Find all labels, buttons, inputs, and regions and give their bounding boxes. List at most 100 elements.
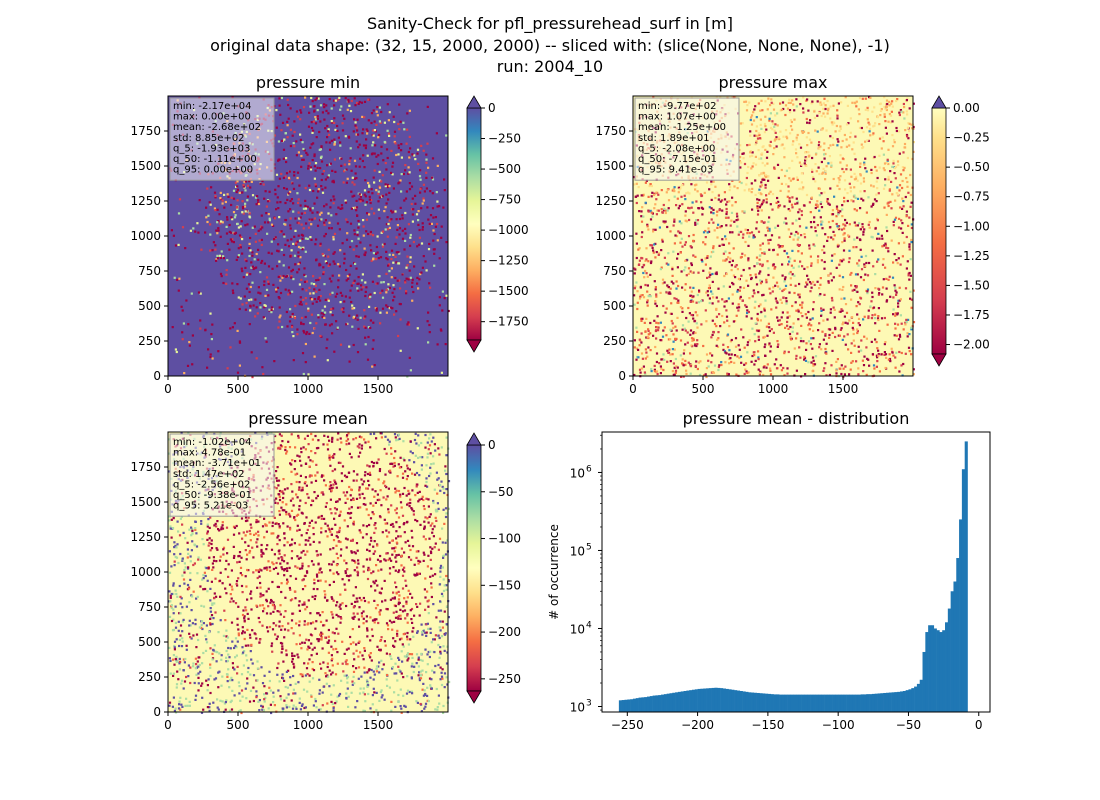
heatmap-cell — [680, 270, 683, 273]
heatmap-cell — [714, 196, 717, 200]
heatmap-cell — [654, 242, 657, 245]
heatmap-cell — [820, 307, 823, 310]
heatmap-cell — [731, 302, 734, 305]
heatmap-cell — [384, 644, 387, 647]
heatmap-cell — [753, 306, 756, 309]
heatmap-cell — [388, 111, 391, 114]
heatmap-cell — [908, 129, 911, 133]
heatmap-cell — [800, 252, 803, 255]
heatmap-cell — [304, 207, 308, 210]
heatmap-cell — [736, 306, 739, 309]
heatmap-cell — [349, 494, 352, 497]
heatmap-cell — [364, 147, 367, 150]
heatmap-cell — [418, 228, 421, 232]
heatmap-cell — [754, 179, 757, 182]
heatmap-cell — [757, 149, 760, 152]
heatmap-cell — [358, 443, 361, 446]
heatmap-cell — [210, 580, 213, 583]
heatmap-cell — [910, 306, 913, 309]
heatmap-cell — [799, 103, 802, 106]
heatmap-cell — [654, 302, 657, 305]
heatmap-cell — [899, 109, 902, 112]
heatmap-cell — [228, 248, 231, 251]
heatmap-cell — [311, 159, 314, 162]
heatmap-cell — [839, 259, 842, 262]
heatmap-cell — [266, 630, 270, 633]
heatmap-cell — [322, 493, 325, 496]
heatmap-cell — [212, 566, 215, 569]
heatmap-cell — [416, 327, 419, 330]
colorbar — [466, 107, 482, 341]
heatmap-cell — [438, 583, 441, 586]
heatmap-cell — [764, 299, 767, 302]
heatmap-cell — [414, 194, 417, 197]
heatmap-cell — [269, 689, 272, 692]
heatmap-cell — [289, 107, 292, 110]
heatmap-cell — [333, 104, 336, 107]
heatmap-cell — [337, 615, 340, 618]
heatmap-cell — [191, 527, 194, 531]
heatmap-cell — [332, 307, 335, 310]
heatmap-cell — [871, 249, 874, 252]
heatmap-cell — [684, 359, 687, 362]
heatmap-cell — [841, 167, 844, 171]
heatmap-cell — [889, 114, 893, 117]
y-tick-label: 1750 — [595, 124, 626, 138]
heatmap-cell — [664, 209, 667, 212]
heatmap-cell — [409, 369, 412, 372]
heatmap-cell — [310, 143, 313, 146]
heatmap-cell — [877, 232, 880, 235]
heatmap-cell — [683, 327, 686, 330]
heatmap-cell — [635, 347, 638, 350]
heatmap-cell — [303, 437, 307, 440]
heatmap-cell — [321, 252, 324, 256]
heatmap-cell — [378, 468, 382, 471]
heatmap-cell — [393, 313, 396, 316]
heatmap-cell — [787, 208, 790, 211]
heatmap-cell — [321, 632, 324, 635]
heatmap-cell — [178, 534, 182, 537]
heatmap-cell — [241, 211, 244, 214]
heatmap-cell — [395, 512, 398, 515]
heatmap-cell — [369, 517, 373, 520]
heatmap-cell — [788, 196, 791, 200]
heatmap-cell — [314, 479, 318, 482]
heatmap-cell — [898, 299, 901, 302]
heatmap-cell — [370, 199, 373, 202]
heatmap-cell — [689, 245, 692, 248]
heatmap-cell — [797, 211, 800, 214]
heatmap-cell — [326, 164, 329, 167]
heatmap-cell — [398, 103, 401, 106]
heatmap-cell — [789, 283, 792, 286]
heatmap-cell — [238, 340, 241, 343]
heatmap-cell — [318, 262, 321, 265]
heatmap-cell — [870, 171, 873, 175]
heatmap-cell — [417, 162, 420, 165]
heatmap-cell — [655, 293, 658, 296]
heatmap-cell — [644, 259, 647, 262]
heatmap-cell — [763, 251, 766, 254]
heatmap-cell — [353, 159, 357, 162]
heatmap-cell — [800, 210, 803, 213]
heatmap-cell — [224, 619, 227, 622]
heatmap-cell — [237, 254, 240, 257]
heatmap-cell — [824, 104, 827, 107]
heatmap-cell — [662, 329, 665, 332]
heatmap-cell — [735, 314, 738, 317]
heatmap-cell — [748, 143, 751, 146]
heatmap-cell — [318, 264, 321, 267]
heatmap-cell — [883, 105, 886, 109]
heatmap-cell — [220, 250, 223, 253]
heatmap-cell — [652, 230, 655, 233]
heatmap-cell — [370, 121, 373, 125]
heatmap-cell — [731, 281, 734, 285]
heatmap-cell — [707, 227, 710, 230]
heatmap-cell — [369, 293, 372, 296]
heatmap-cell — [653, 280, 656, 283]
heatmap-cell — [291, 331, 294, 334]
heatmap-cell — [303, 267, 306, 270]
heatmap-cell — [258, 709, 261, 712]
heatmap-cell — [743, 210, 746, 213]
heatmap-cell — [291, 497, 294, 500]
heatmap-cell — [176, 520, 179, 523]
